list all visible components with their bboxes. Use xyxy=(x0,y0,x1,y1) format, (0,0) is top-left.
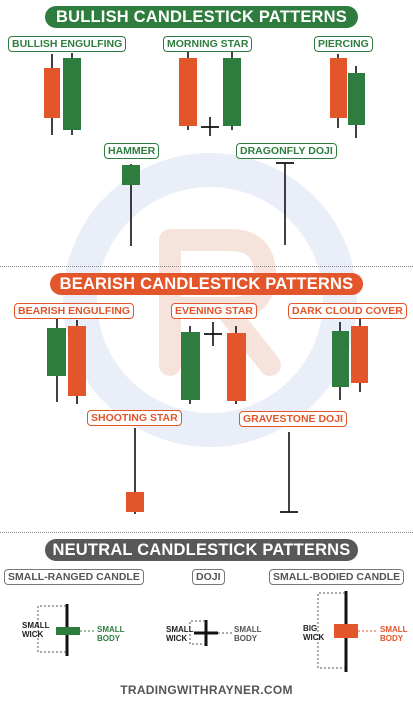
gravestone-doji-candle xyxy=(280,432,298,513)
bearish-banner: BEARISH CANDLESTICK PATTERNS xyxy=(50,273,363,295)
label-hammer: HAMMER xyxy=(104,143,160,159)
footer-site-url: TRADINGWITHRAYNER.COM xyxy=(120,683,293,697)
annotation-bodied-small-body: SMALL BODY xyxy=(380,625,408,643)
annotation-big-wick: BIG WICK xyxy=(303,624,325,642)
label-doji: DOJI xyxy=(192,569,225,585)
label-piercing: PIERCING xyxy=(314,36,373,52)
annotation-small-body: SMALL BODY xyxy=(97,625,125,643)
piercing-pattern xyxy=(330,54,365,138)
hammer-candle xyxy=(122,164,140,246)
bull-candle-body xyxy=(122,165,140,185)
bear-candle-body xyxy=(330,58,347,118)
bear-candle-body xyxy=(68,326,86,396)
section-divider xyxy=(0,266,413,267)
label-bullish-engulfing: BULLISH ENGULFING xyxy=(8,36,127,52)
bear-candle-body xyxy=(179,58,197,126)
label-bearish-engulfing: BEARISH ENGULFING xyxy=(14,303,135,319)
bear-candle-body xyxy=(351,326,368,383)
doji-candle xyxy=(189,620,232,646)
small-ranged-candle xyxy=(37,604,96,656)
neutral-banner: NEUTRAL CANDLESTICK PATTERNS xyxy=(45,539,358,561)
small-bodied-candle xyxy=(317,591,378,672)
annotation-doji-small-body: SMALL BODY xyxy=(234,625,262,643)
label-morning-star: MORNING STAR xyxy=(163,36,253,52)
bull-candle-body xyxy=(223,58,241,126)
annotation-doji-small-wick: SMALL WICK xyxy=(166,625,194,643)
bull-candle-body xyxy=(348,73,365,125)
bearish-engulfing-pattern xyxy=(47,318,86,404)
shooting-star-candle xyxy=(126,428,144,514)
label-evening-star: EVENING STAR xyxy=(171,303,257,319)
bullish-banner: BULLISH CANDLESTICK PATTERNS xyxy=(45,6,358,28)
label-dark-cloud-cover: DARK CLOUD COVER xyxy=(288,303,407,319)
bull-candle-body xyxy=(63,58,81,130)
dark-cloud-cover-pattern xyxy=(332,318,368,400)
annotation-small-wick: SMALL WICK xyxy=(22,621,50,639)
bull-candle-body xyxy=(47,328,66,376)
bullish-engulfing-pattern xyxy=(44,53,81,135)
bear-candle-body xyxy=(44,68,60,118)
evening-star-pattern xyxy=(181,322,246,404)
bull-candle-body xyxy=(332,331,349,387)
label-dragonfly-doji: DRAGONFLY DOJI xyxy=(236,143,337,159)
label-shooting-star: SHOOTING STAR xyxy=(87,410,182,426)
bear-candle-body xyxy=(126,492,144,512)
morning-star-pattern xyxy=(179,52,241,136)
label-small-ranged-candle: SMALL-RANGED CANDLE xyxy=(4,569,144,585)
label-small-bodied-candle: SMALL-BODIED CANDLE xyxy=(269,569,405,585)
dragonfly-doji-candle xyxy=(276,162,294,245)
bear-candle-body xyxy=(227,333,246,401)
section-divider xyxy=(0,532,413,533)
label-gravestone-doji: GRAVESTONE DOJI xyxy=(239,411,347,427)
bull-candle-body xyxy=(181,332,200,400)
